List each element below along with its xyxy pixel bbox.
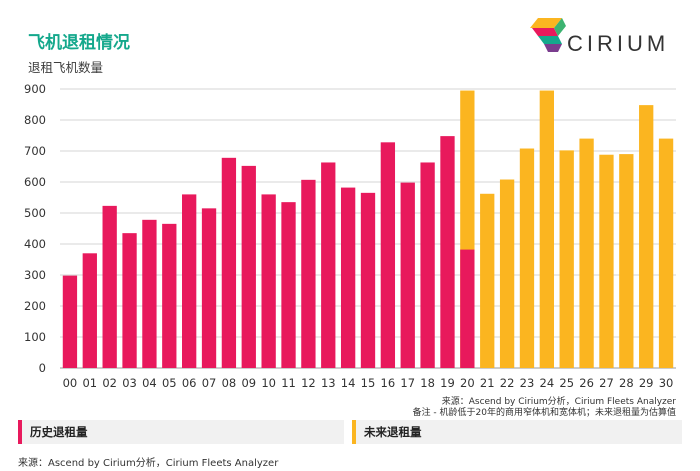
y-tick-label: 500 bbox=[24, 206, 46, 220]
historical-bar bbox=[82, 253, 97, 368]
historical-bar bbox=[281, 202, 296, 368]
legend-historical-label: 历史退租量 bbox=[30, 425, 88, 439]
historical-bar bbox=[340, 187, 356, 368]
historical-bar bbox=[142, 219, 157, 368]
historical-bar bbox=[380, 142, 396, 368]
y-tick-label: 400 bbox=[24, 237, 46, 251]
x-tick-label: 08 bbox=[222, 376, 237, 390]
forecast-bar bbox=[559, 150, 574, 368]
forecast-bar bbox=[539, 90, 554, 369]
y-tick-label: 300 bbox=[24, 268, 46, 282]
x-tick-label: 24 bbox=[540, 376, 555, 390]
footer-source: 来源：Ascend by Cirium分析，Cirium Fleets Anal… bbox=[18, 458, 279, 469]
forecast-bar bbox=[599, 154, 614, 368]
historical-bar bbox=[460, 249, 475, 368]
x-tick-label: 15 bbox=[361, 376, 376, 390]
x-tick-label: 06 bbox=[182, 376, 197, 390]
forecast-bar bbox=[619, 154, 634, 368]
x-tick-label: 23 bbox=[520, 376, 535, 390]
x-tick-label: 05 bbox=[162, 376, 177, 390]
y-tick-label: 100 bbox=[24, 330, 46, 344]
x-tick-label: 22 bbox=[500, 376, 515, 390]
historical-bar bbox=[102, 205, 117, 368]
historical-bar bbox=[301, 179, 316, 368]
x-tick-label: 16 bbox=[381, 376, 396, 390]
x-tick-label: 14 bbox=[341, 376, 356, 390]
historical-bar bbox=[122, 233, 137, 368]
x-tick-label: 26 bbox=[579, 376, 594, 390]
forecast-bar bbox=[499, 179, 515, 368]
historical-bar bbox=[182, 194, 197, 368]
x-tick-label: 28 bbox=[619, 376, 634, 390]
historical-bar bbox=[241, 165, 256, 368]
historical-bar bbox=[321, 162, 336, 368]
bar-chart: 0 100 200 300 400 500 600 700 800 900 00 01 02 03 04 05… bbox=[24, 82, 676, 390]
historical-bar bbox=[201, 208, 217, 368]
x-tick-label: 12 bbox=[301, 376, 316, 390]
cirium-logo-icon bbox=[530, 18, 566, 52]
x-tick-label: 03 bbox=[122, 376, 137, 390]
legend-historical: 历史退租量 bbox=[18, 420, 344, 444]
legend-historical-swatch bbox=[18, 420, 22, 444]
x-tick-label: 01 bbox=[82, 376, 97, 390]
legend-forecast-swatch bbox=[352, 420, 356, 444]
x-tick-label: 30 bbox=[659, 376, 674, 390]
y-tick-label: 0 bbox=[39, 361, 46, 375]
logo-text: CIRIUM bbox=[567, 31, 670, 56]
x-tick-label: 19 bbox=[440, 376, 455, 390]
historical-bar bbox=[440, 136, 455, 368]
historical-bar bbox=[221, 157, 237, 368]
remark-note: 备注 - 机龄低于20年的商用窄体机和宽体机；未来退租量为估算值 bbox=[412, 408, 676, 418]
x-tick-label: 13 bbox=[321, 376, 336, 390]
y-tick-label: 600 bbox=[24, 175, 46, 189]
forecast-bar bbox=[658, 138, 674, 368]
forecast-bar bbox=[579, 138, 594, 368]
x-tick-label: 25 bbox=[559, 376, 574, 390]
x-tick-label: 02 bbox=[102, 376, 117, 390]
x-tick-label: 04 bbox=[142, 376, 157, 390]
x-tick-label: 10 bbox=[261, 376, 276, 390]
legend-forecast-label: 未来退租量 bbox=[364, 425, 422, 439]
historical-bar bbox=[162, 223, 177, 368]
historical-bar bbox=[400, 182, 415, 368]
x-tick-label: 00 bbox=[63, 376, 78, 390]
chart-title: 飞机退租情况 bbox=[28, 33, 130, 53]
x-tick-label: 27 bbox=[599, 376, 614, 390]
y-tick-label: 800 bbox=[24, 113, 46, 127]
x-tick-label: 29 bbox=[639, 376, 654, 390]
chart-subtitle: 退租飞机数量 bbox=[28, 60, 104, 75]
y-tick-label: 200 bbox=[24, 299, 46, 313]
forecast-bar bbox=[480, 193, 495, 368]
x-tick-label: 09 bbox=[241, 376, 256, 390]
legend-forecast: 未来退租量 bbox=[352, 420, 682, 444]
forecast-bar bbox=[639, 105, 654, 369]
historical-bar bbox=[420, 162, 435, 368]
historical-bar bbox=[62, 275, 78, 368]
forecast-bar bbox=[519, 148, 535, 368]
y-tick-label: 900 bbox=[24, 82, 46, 96]
historical-bar bbox=[261, 194, 276, 368]
x-tick-label: 17 bbox=[400, 376, 415, 390]
x-tick-label: 11 bbox=[281, 376, 296, 390]
x-tick-label: 07 bbox=[202, 376, 217, 390]
source-note: 来源：Ascend by Cirium分析，Cirium Fleets Anal… bbox=[441, 397, 676, 407]
x-tick-label: 18 bbox=[420, 376, 435, 390]
historical-bar bbox=[360, 192, 376, 368]
y-tick-label: 700 bbox=[24, 144, 46, 158]
x-tick-label: 21 bbox=[480, 376, 495, 390]
x-tick-label: 20 bbox=[460, 376, 475, 390]
